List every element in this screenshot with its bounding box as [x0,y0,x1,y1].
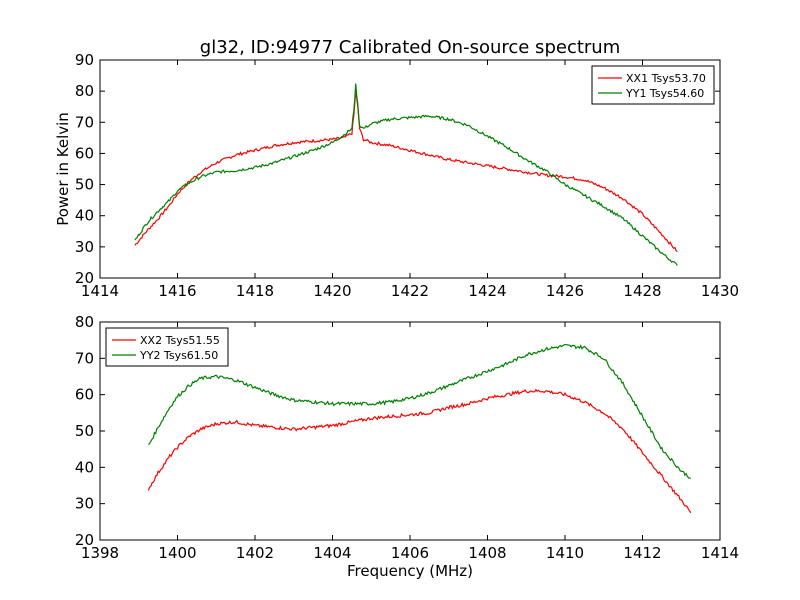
bottom-x-tick-label: 1412 [623,544,661,562]
top-y-tick-label: 60 [75,144,94,162]
top-y-tick-label: 80 [75,82,94,100]
bottom-x-tick-label: 1398 [81,544,119,562]
top-y-tick-label: 30 [75,238,94,256]
bottom-x-tick-label: 1402 [236,544,274,562]
bottom-x-tick-label: 1406 [391,544,429,562]
bottom-y-tick-label: 20 [75,531,94,549]
bottom-y-tick-label: 60 [75,386,94,404]
top-legend-label: XX1 Tsys53.70 [626,72,706,85]
bottom-y-tick-label: 50 [75,422,94,440]
bottom-x-tick-label: 1400 [158,544,196,562]
bottom-legend-label: XX2 Tsys51.55 [140,334,220,347]
bottom-x-tick-label: 1404 [313,544,351,562]
top-x-tick-label: 1414 [81,282,119,300]
top-y-tick-label: 40 [75,207,94,225]
top-x-tick-label: 1422 [391,282,429,300]
bottom-spectrum-panel: 1398 1400 1402 1404 1406 1408 1410 1412 1414 20 30… [75,313,739,562]
top-x-tick-label: 1426 [546,282,584,300]
bottom-y-tick-label: 80 [75,313,94,331]
bottom-y-tick-label: 30 [75,495,94,513]
top-legend-box [591,65,715,105]
y-axis-title: Power in Kelvin [54,112,72,226]
top-spectrum-panel: 1414 1416 1418 1420 1422 1424 1426 1428 1430 20 30… [75,51,739,300]
top-y-tick-label: 50 [75,176,94,194]
top-x-tick-label: 1424 [468,282,506,300]
bottom-series-line-2 [147,343,691,479]
top-y-tick-label: 20 [75,269,94,287]
figure-title: gl32, ID:94977 Calibrated On-source spec… [200,37,620,58]
top-series-line-2 [134,83,678,266]
bottom-y-tick-label: 40 [75,458,94,476]
bottom-legend-box [105,327,229,367]
top-y-tick-label: 90 [75,51,94,69]
top-x-tick-label: 1428 [623,282,661,300]
bottom-legend-label: YY2 Tsys61.50 [139,349,218,362]
x-axis-title: Frequency (MHz) [347,562,473,580]
bottom-series-line-1 [147,388,692,514]
bottom-x-tick-label: 1414 [701,544,739,562]
top-series-line-1 [134,91,678,253]
top-x-tick-label: 1418 [236,282,274,300]
bottom-x-tick-label: 1408 [468,544,506,562]
top-x-tick-label: 1420 [313,282,351,300]
top-y-tick-label: 70 [75,113,94,131]
bottom-x-tick-label: 1410 [546,544,584,562]
bottom-legend: XX2 Tsys51.55 YY2 Tsys61.50 [105,327,229,367]
top-x-tick-label: 1416 [158,282,196,300]
top-legend-label: YY1 Tsys54.60 [625,87,704,100]
top-x-tick-label: 1430 [701,282,739,300]
bottom-y-tick-label: 70 [75,349,94,367]
top-legend: XX1 Tsys53.70 YY1 Tsys54.60 [591,65,715,105]
